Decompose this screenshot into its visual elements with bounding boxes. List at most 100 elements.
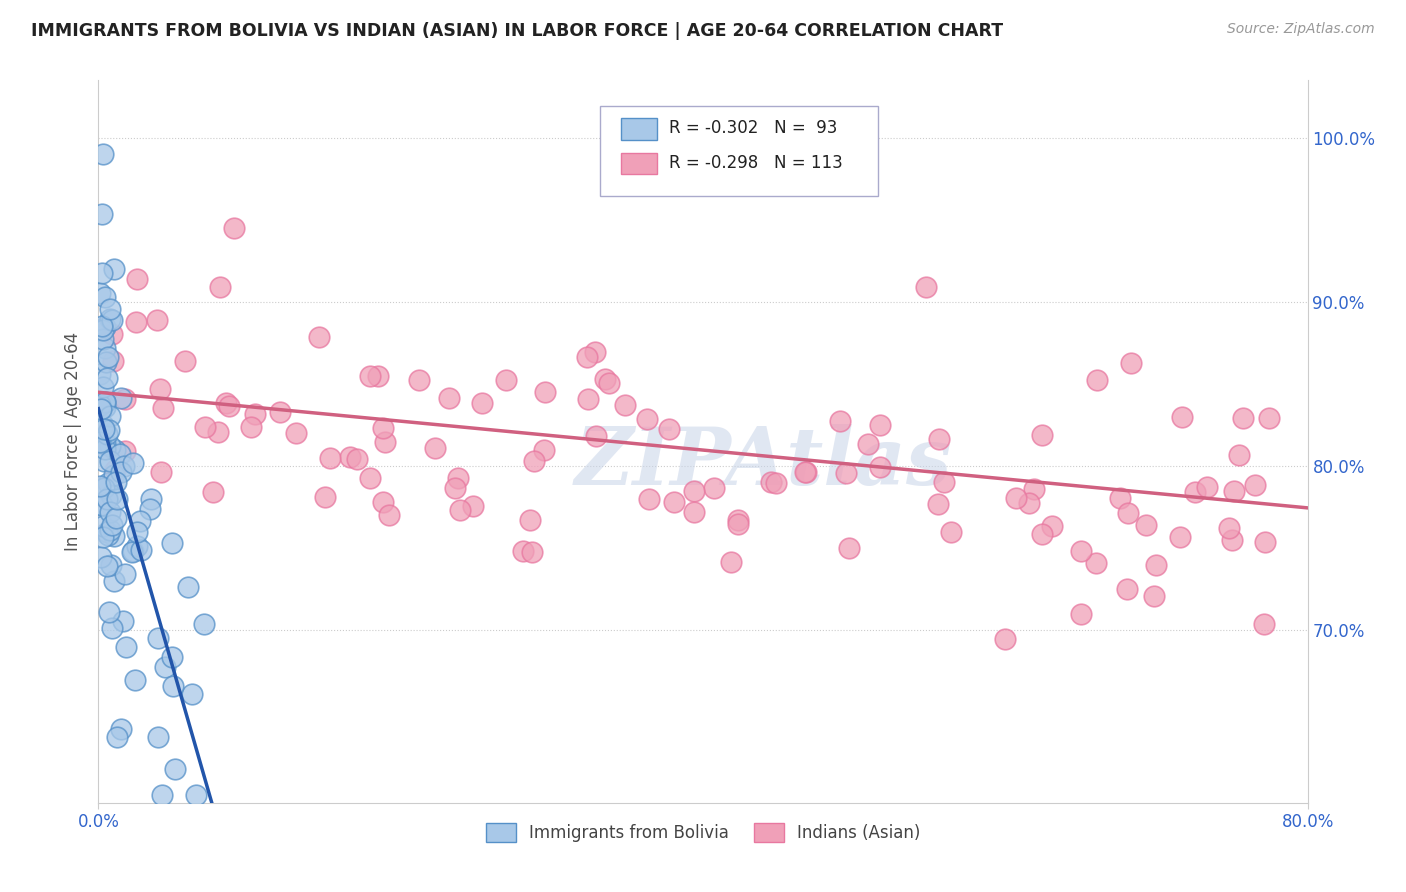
Point	[793, 465, 815, 479]
Point	[96, 524, 118, 539]
Point	[1171, 409, 1194, 424]
Point	[90, 319, 112, 334]
Text: R = -0.302   N =  93: R = -0.302 N = 93	[669, 119, 838, 137]
Y-axis label: In Labor Force | Age 20-64: In Labor Force | Age 20-64	[65, 332, 83, 551]
Point	[495, 373, 517, 387]
Point	[1143, 590, 1166, 604]
Point	[727, 514, 749, 528]
Point	[658, 422, 681, 436]
Point	[794, 465, 817, 479]
Point	[1118, 506, 1140, 520]
Point	[93, 323, 115, 337]
Point	[463, 499, 485, 513]
FancyBboxPatch shape	[621, 153, 657, 174]
Point	[114, 444, 136, 458]
Point	[93, 395, 115, 409]
Point	[371, 420, 394, 434]
Point	[1253, 616, 1275, 631]
Point	[122, 456, 145, 470]
Point	[1085, 374, 1108, 388]
Point	[1116, 582, 1139, 596]
Point	[186, 788, 208, 802]
Point	[1144, 558, 1167, 572]
Point	[96, 355, 118, 369]
Point	[101, 518, 124, 533]
Point	[98, 453, 121, 467]
Point	[1031, 527, 1053, 541]
Text: ZIPAtlas: ZIPAtlas	[575, 425, 952, 502]
Point	[835, 466, 858, 480]
Point	[150, 465, 173, 479]
Point	[145, 312, 167, 326]
Point	[181, 687, 204, 701]
Point	[125, 525, 148, 540]
Point	[97, 475, 120, 490]
Point	[103, 574, 125, 588]
Point	[638, 491, 661, 506]
Point	[114, 392, 136, 406]
Point	[94, 437, 117, 451]
Point	[339, 450, 361, 465]
Point	[152, 401, 174, 416]
Point	[98, 523, 121, 537]
Point	[160, 649, 183, 664]
Point	[100, 558, 122, 572]
Point	[1085, 557, 1108, 571]
Point	[89, 479, 111, 493]
Point	[94, 442, 117, 457]
Point	[96, 558, 118, 573]
Point	[101, 621, 124, 635]
Point	[934, 475, 956, 490]
Point	[104, 442, 127, 457]
Point	[662, 495, 685, 509]
Point	[141, 491, 163, 506]
Point	[374, 434, 396, 449]
Point	[371, 495, 394, 509]
Point	[93, 481, 115, 495]
Point	[201, 484, 224, 499]
Point	[89, 398, 111, 412]
Point	[138, 502, 160, 516]
Point	[1253, 534, 1275, 549]
Point	[1223, 483, 1246, 498]
Point	[614, 397, 637, 411]
Point	[104, 463, 127, 477]
Point	[93, 454, 115, 468]
Point	[408, 374, 430, 388]
Point	[683, 505, 706, 519]
Point	[858, 437, 880, 451]
FancyBboxPatch shape	[600, 105, 879, 196]
Point	[114, 640, 136, 654]
Point	[98, 505, 121, 519]
Point	[378, 508, 401, 522]
Point	[98, 409, 121, 424]
Point	[91, 530, 114, 544]
Point	[89, 435, 111, 450]
Point	[155, 660, 177, 674]
Text: IMMIGRANTS FROM BOLIVIA VS INDIAN (ASIAN) IN LABOR FORCE | AGE 20-64 CORRELATION: IMMIGRANTS FROM BOLIVIA VS INDIAN (ASIAN…	[31, 22, 1002, 40]
Point	[576, 392, 599, 407]
Point	[146, 631, 169, 645]
Point	[1005, 491, 1028, 505]
Point	[174, 353, 197, 368]
Point	[114, 566, 136, 581]
Point	[89, 368, 111, 382]
Point	[122, 544, 145, 558]
Point	[150, 788, 173, 802]
Point	[110, 465, 132, 479]
Point	[1232, 411, 1254, 425]
Point	[100, 488, 122, 502]
Point	[90, 206, 112, 220]
Point	[96, 427, 118, 442]
Point	[194, 420, 217, 434]
Point	[125, 272, 148, 286]
Point	[93, 422, 115, 436]
Point	[104, 511, 127, 525]
Point	[367, 369, 389, 384]
Point	[533, 443, 555, 458]
Point	[359, 471, 381, 485]
Point	[1070, 544, 1092, 558]
Point	[98, 302, 121, 317]
Point	[1135, 517, 1157, 532]
Point	[90, 550, 112, 565]
